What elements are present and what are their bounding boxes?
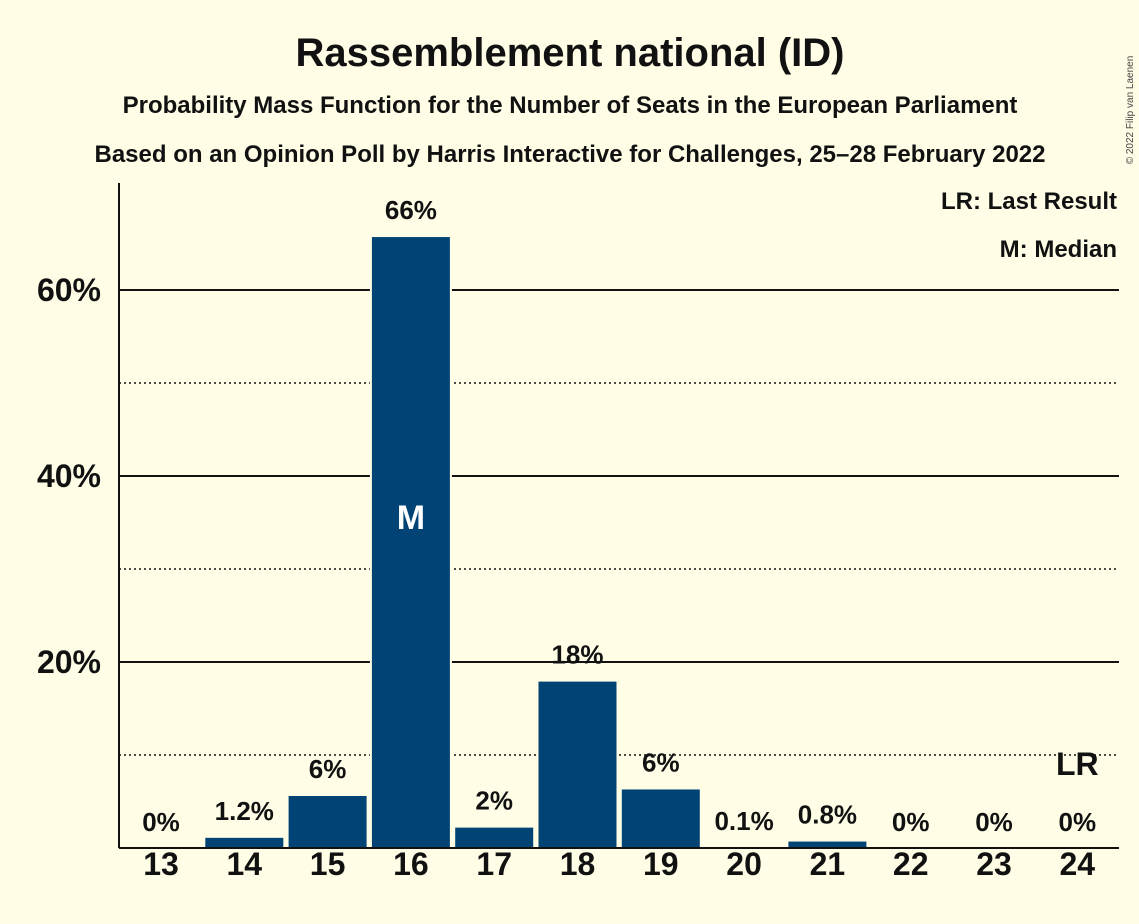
chart-title: Rassemblement national (ID) xyxy=(295,31,844,75)
x-tick-label: 13 xyxy=(143,846,179,882)
y-tick-label: 20% xyxy=(37,644,101,680)
grid: 20% 40% 60% xyxy=(37,272,1119,756)
x-tick-label: 17 xyxy=(476,846,512,882)
data-label: 66% xyxy=(385,195,437,225)
x-tick-label: 23 xyxy=(976,846,1012,882)
legend-median: M: Median xyxy=(1000,236,1117,263)
data-label: 0.1% xyxy=(714,806,773,836)
bars xyxy=(203,235,869,850)
x-tick-label: 18 xyxy=(560,846,596,882)
median-marker: M xyxy=(397,499,425,537)
bar-16 xyxy=(369,235,452,849)
copyright-text: © 2022 Filip van Laenen xyxy=(1125,56,1136,165)
data-label: 6% xyxy=(642,747,680,777)
x-tick-label: 14 xyxy=(227,846,263,882)
y-tick-label: 40% xyxy=(37,458,101,494)
data-label: 0% xyxy=(142,807,180,837)
chart-subtitle-1: Probability Mass Function for the Number… xyxy=(123,92,1018,119)
data-label: 0% xyxy=(1059,807,1097,837)
data-label: 18% xyxy=(551,640,603,670)
data-label: 1.2% xyxy=(215,796,274,826)
data-label: 0% xyxy=(975,807,1013,837)
x-tick-label: 15 xyxy=(310,846,346,882)
x-tick-label: 20 xyxy=(726,846,762,882)
legend-last-result: LR: Last Result xyxy=(941,188,1117,215)
data-label: 0% xyxy=(892,807,930,837)
bar-17 xyxy=(453,825,536,849)
bar-15 xyxy=(286,793,369,849)
bar-19 xyxy=(619,787,702,849)
x-tick-label: 21 xyxy=(810,846,846,882)
bar-18 xyxy=(536,679,619,849)
x-tick-label: 16 xyxy=(393,846,429,882)
data-label: 0.8% xyxy=(798,800,857,830)
data-label: 2% xyxy=(475,786,513,816)
data-labels: 13 0% 14 1.2% 15 6% 16 66% M 17 2% 18 18% 19 6% 20 0.1% 2… xyxy=(142,195,1098,882)
last-result-marker: LR xyxy=(1056,746,1099,782)
x-tick-label: 22 xyxy=(893,846,929,882)
y-tick-label: 60% xyxy=(37,272,101,308)
x-tick-label: 24 xyxy=(1060,846,1096,882)
chart-subtitle-2: Based on an Opinion Poll by Harris Inter… xyxy=(95,141,1046,168)
data-label: 6% xyxy=(309,754,347,784)
x-tick-label: 19 xyxy=(643,846,679,882)
